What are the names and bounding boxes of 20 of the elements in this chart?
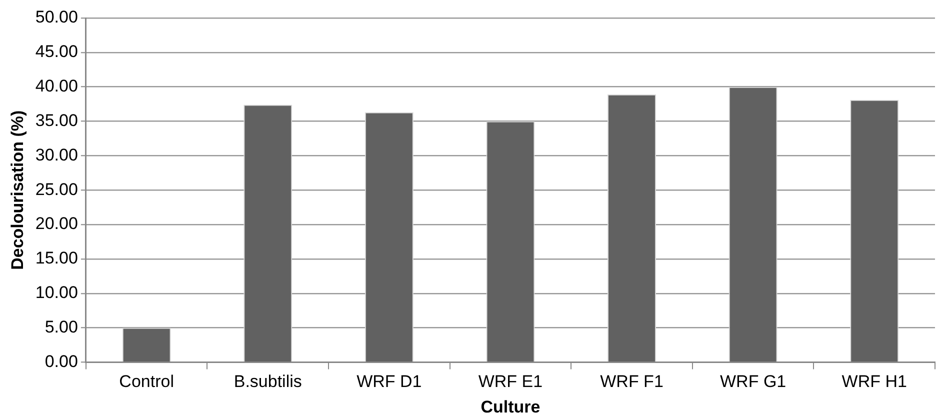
y-tick-label: 20.00 — [35, 214, 78, 234]
y-tick-label: 15.00 — [35, 248, 78, 268]
y-tick-label: 45.00 — [35, 42, 78, 62]
y-tick-label: 25.00 — [35, 180, 78, 199]
x-tick-label: WRF G1 — [720, 372, 786, 392]
x-axis-title: Culture — [480, 397, 540, 416]
y-tick-label: 35.00 — [35, 110, 78, 130]
x-tick-label: WRF D1 — [356, 372, 422, 392]
x-tick-label: WRF F1 — [600, 372, 664, 392]
y-tick-label: 30.00 — [35, 145, 78, 164]
x-tick-label: B.subtilis — [234, 372, 302, 392]
x-tick-label: WRF E1 — [478, 372, 543, 392]
y-axis-title: Decolourisation (%) — [8, 110, 27, 270]
x-tick-label: WRF H1 — [842, 372, 907, 392]
y-tick-label: 5.00 — [44, 317, 78, 336]
x-tick-label: Control — [119, 372, 174, 392]
y-tick-label: 40.00 — [35, 76, 78, 96]
y-tick-label: 10.00 — [35, 283, 78, 302]
y-tick-label: 0.00 — [44, 352, 78, 371]
y-tick-label: 50.00 — [35, 8, 78, 27]
